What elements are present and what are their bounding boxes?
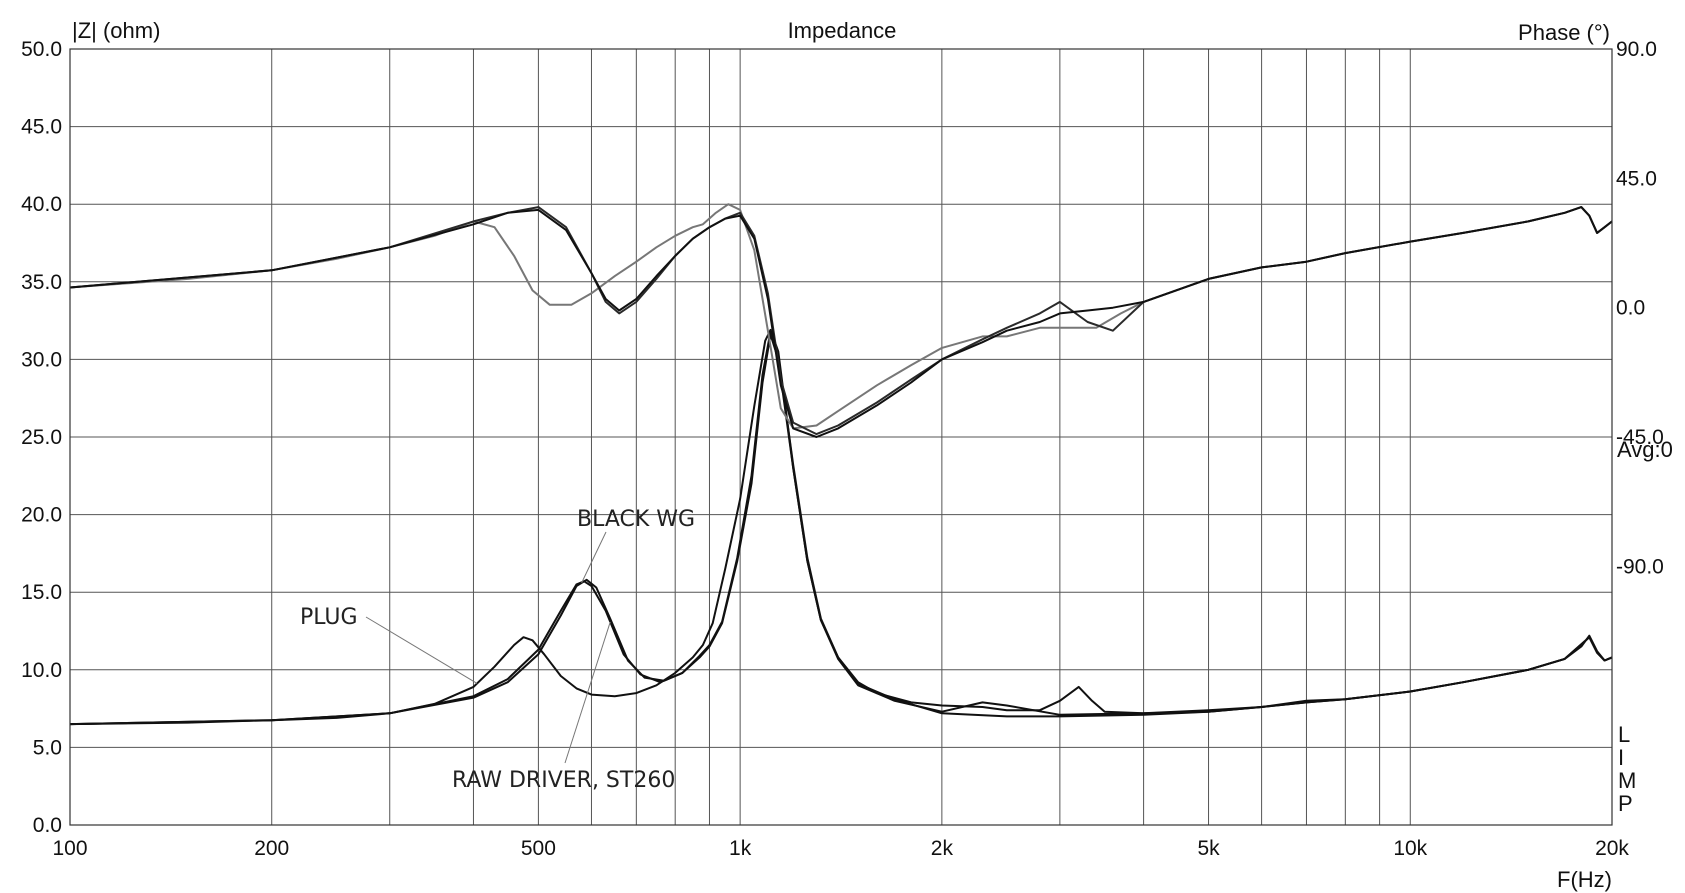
leader-line-raw-driver xyxy=(564,621,611,764)
limp-letter-m: M xyxy=(1618,768,1636,793)
annotation-plug: PLUG xyxy=(300,605,358,630)
annotation-black-wg: BLACK WG xyxy=(577,507,695,532)
y-tick-label-right: -90.0 xyxy=(1616,555,1664,578)
y-tick-label-left: 25.0 xyxy=(21,426,62,449)
y-tick-labels-left: 0.0 5.0 10.0 15.0 20.0 25.0 30.0 35.0 40.0 45.0 50… xyxy=(21,38,62,837)
series-line-black-wg xyxy=(69,333,1613,726)
y-tick-labels-right: 90.0 45.0 0.0 -45.0 -90.0 xyxy=(1616,38,1664,578)
x-tick-label: 200 xyxy=(254,837,289,860)
series-lines xyxy=(69,203,1613,726)
series-line-raw-driver-st260-phase xyxy=(69,206,1613,438)
y-tick-label-left: 20.0 xyxy=(21,504,62,527)
x-tick-label: 10k xyxy=(1393,837,1427,860)
y-tick-label-left: 50.0 xyxy=(21,38,62,61)
x-tick-label: 2k xyxy=(931,837,954,860)
x-axis-label: F(Hz) xyxy=(1557,867,1612,892)
x-tick-label: 20k xyxy=(1595,837,1629,860)
y-axis-label-left: |Z| (ohm) xyxy=(72,18,160,43)
y-tick-label-left: 15.0 xyxy=(21,581,62,604)
y-tick-label-left: 5.0 xyxy=(33,736,62,759)
series-line-plug xyxy=(69,328,1613,726)
y-tick-label-right: 90.0 xyxy=(1616,38,1657,61)
y-tick-label-right: 0.0 xyxy=(1616,297,1645,320)
y-tick-label-left: 45.0 xyxy=(21,116,62,139)
series-line-black-wg-phase xyxy=(69,206,1613,436)
leader-line-black-wg xyxy=(581,531,607,584)
y-tick-label-left: 10.0 xyxy=(21,659,62,682)
x-tick-labels: 100 200 500 1k 2k 5k 10k 20k xyxy=(52,837,1629,860)
plot-frame xyxy=(69,48,1613,826)
x-tick-label: 100 xyxy=(52,837,87,860)
x-tick-label: 5k xyxy=(1197,837,1220,860)
y-tick-label-left: 30.0 xyxy=(21,348,62,371)
chart-title: Impedance xyxy=(788,18,897,43)
y-tick-label-left: 40.0 xyxy=(21,193,62,216)
phase-average-note: Avg:0 xyxy=(1617,437,1673,462)
limp-letter-i: I xyxy=(1618,745,1624,770)
limp-letter-p: P xyxy=(1618,791,1633,816)
y-tick-label-left: 0.0 xyxy=(33,814,62,837)
leader-line-plug xyxy=(365,616,478,684)
y-tick-label-left: 35.0 xyxy=(21,271,62,294)
grid xyxy=(70,49,1612,825)
limp-letter-l: L xyxy=(1618,722,1630,747)
x-tick-label: 500 xyxy=(521,837,556,860)
y-tick-label-right: -45.0 xyxy=(1616,426,1664,449)
x-tick-label: 1k xyxy=(729,837,752,860)
annotation-leaders xyxy=(365,531,611,764)
series-line-raw-driver-st260 xyxy=(69,330,1613,726)
y-tick-label-right: 45.0 xyxy=(1616,167,1657,190)
annotation-raw-driver: RAW DRIVER, ST260 xyxy=(452,768,675,793)
y-axis-label-right: Phase (°) xyxy=(1518,20,1610,45)
series-line-plug-phase xyxy=(69,203,1613,430)
